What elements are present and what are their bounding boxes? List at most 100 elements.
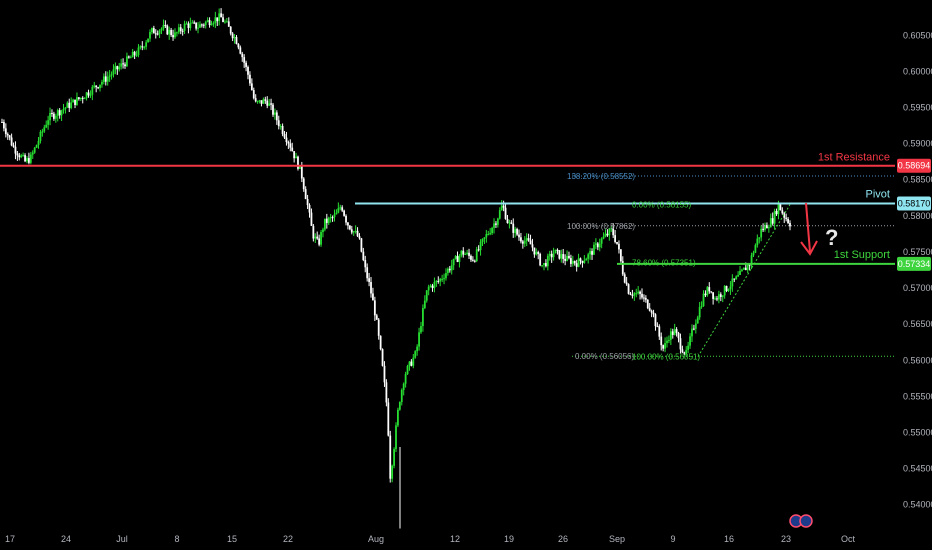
candle-body (68, 102, 71, 108)
fib-label: 138.20% (0.58552) (567, 172, 635, 181)
candle-body (654, 314, 657, 327)
candle-body (545, 263, 547, 267)
candle-body (93, 85, 96, 87)
candle-body (214, 17, 217, 24)
candle-body (719, 294, 722, 297)
candle-body (10, 137, 13, 146)
candle-body (39, 131, 42, 141)
candle-body (493, 223, 495, 228)
candle-body (731, 278, 734, 287)
candle-body (418, 332, 420, 347)
candle-body (152, 28, 155, 34)
candle-body (133, 51, 136, 56)
candle-body (721, 295, 724, 297)
candle-body (618, 243, 620, 250)
event-icons[interactable] (789, 514, 813, 528)
candle-body (708, 287, 711, 292)
candle-body (412, 357, 415, 366)
candle-body (512, 223, 515, 233)
candle-body (204, 21, 207, 26)
candle-body (64, 107, 67, 109)
candle-body (299, 165, 301, 169)
candle-body (600, 238, 603, 244)
candle-body (227, 21, 230, 27)
candle-body (16, 153, 19, 156)
candle-body (112, 69, 115, 75)
candle-body (521, 241, 524, 244)
candle-body (237, 43, 240, 48)
candle-body (235, 37, 238, 44)
candle-body (66, 102, 69, 108)
candle-body (502, 205, 505, 208)
candle-body (323, 218, 326, 230)
candle-body (72, 99, 75, 103)
candle-body (766, 225, 768, 229)
candle-body (514, 229, 517, 233)
candle-body (498, 210, 501, 219)
candle-body (741, 269, 743, 271)
candle-body (91, 86, 94, 95)
candle-body (222, 17, 224, 22)
candle-body (241, 53, 244, 58)
candle-body (325, 218, 328, 223)
candle-body (22, 155, 25, 157)
candle-body (177, 27, 180, 33)
candle-body (362, 251, 365, 260)
candle-body (685, 349, 688, 354)
candle-body (673, 329, 676, 335)
candle-body (350, 229, 353, 233)
candle-body (583, 260, 586, 263)
candle-body (102, 76, 105, 82)
candle-body (58, 110, 61, 116)
price-badge-text: 0.57334 (898, 259, 931, 269)
candle-body (406, 366, 409, 375)
candle-body (260, 100, 263, 104)
candle-body (154, 33, 157, 35)
candle-body (51, 112, 53, 114)
candle-body (229, 26, 232, 34)
fib-label: 100.00% (0.57862) (567, 222, 635, 231)
candle-body (345, 215, 347, 223)
candle-body (677, 332, 680, 339)
candle-body (441, 278, 444, 280)
candle-body (108, 75, 111, 77)
candle-body (76, 97, 78, 105)
candle-body (481, 238, 484, 242)
candle-body (558, 250, 561, 259)
candle-body (464, 253, 467, 255)
candle-body (220, 13, 223, 18)
candle-body (568, 255, 570, 259)
fib-label: 0.00% (0.56056) (575, 352, 634, 361)
candle-body (431, 285, 434, 289)
candle-body (433, 281, 436, 289)
candle-body (437, 280, 440, 282)
candle-body (783, 213, 786, 218)
candle-body (300, 165, 303, 179)
fib-labels: 138.20% (0.58552) 0.00% (0.58155) 100.00% … (567, 172, 700, 362)
candle-body (77, 97, 80, 100)
candle-body (543, 263, 545, 266)
candle-body (489, 233, 492, 235)
candle-body (679, 338, 682, 350)
candle-body (775, 211, 778, 215)
candle-body (550, 253, 553, 258)
candle-body (28, 158, 30, 163)
candle-body (681, 349, 684, 353)
candle-body (408, 361, 411, 367)
candle-body (535, 252, 538, 255)
candle-body (404, 374, 407, 384)
candle-body (208, 20, 211, 26)
candle-body (675, 329, 678, 333)
candle-body (272, 104, 274, 115)
candle-body (625, 282, 628, 285)
x-tick-label: 8 (174, 534, 179, 544)
candle-body (616, 242, 618, 244)
candle-body (83, 98, 86, 100)
candle-body (646, 299, 649, 309)
candle-body (460, 250, 463, 256)
